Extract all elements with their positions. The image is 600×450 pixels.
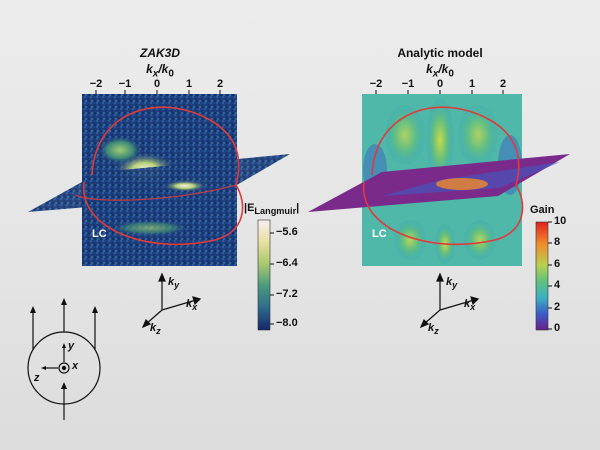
left-cb-tick-4: −8.0 xyxy=(276,317,298,329)
right-tick-2: 2 xyxy=(499,78,507,90)
left-lc-label: LC xyxy=(92,228,107,240)
right-panel-title: Analytic model xyxy=(397,46,483,60)
right-axes-triad xyxy=(419,272,480,329)
right-lc-label: LC xyxy=(372,228,387,240)
right-kz-label: kz xyxy=(428,322,439,337)
left-tick-1: 1 xyxy=(185,78,193,90)
left-colorbar xyxy=(257,219,271,331)
right-cb-tick-10: 10 xyxy=(554,215,567,227)
right-lower-lobe-3 xyxy=(464,220,496,260)
right-lower-lobe-1 xyxy=(394,220,426,260)
right-axis-label: kx/k0 xyxy=(426,62,454,80)
right-cb-tick-4: 4 xyxy=(554,279,561,291)
left-tick-m1: −1 xyxy=(118,78,132,90)
left-tick-m2: −2 xyxy=(89,78,103,90)
left-colorbar-label: |ELangmuir| xyxy=(244,202,300,217)
left-axis-label: kx/k0 xyxy=(146,62,174,80)
left-floor-hotspot xyxy=(163,180,207,192)
left-panel-graphic xyxy=(28,90,290,331)
right-lobe-right xyxy=(458,105,498,165)
right-colorbar xyxy=(535,221,549,331)
left-kx-label: kx xyxy=(186,298,198,313)
left-green-blob xyxy=(98,136,142,164)
right-tick-marks xyxy=(375,90,504,94)
left-cb-tick-3: −7.2 xyxy=(276,288,298,300)
right-panel-graphic xyxy=(308,90,570,331)
left-horizontal-plane xyxy=(28,154,290,212)
right-plane-hotspot xyxy=(436,178,488,190)
right-lobe-left xyxy=(385,105,425,165)
coordinate-diagram xyxy=(27,298,101,420)
right-cb-tick-2: 2 xyxy=(554,301,561,313)
right-tick-0: 0 xyxy=(436,78,444,90)
right-colorbar-label: Gain xyxy=(530,204,555,216)
right-cb-tick-6: 6 xyxy=(554,258,561,270)
left-vertical-plane-lower xyxy=(82,206,237,266)
right-cb-tick-8: 8 xyxy=(554,236,561,248)
left-ky-label: ky xyxy=(168,276,180,291)
left-red-curve xyxy=(91,106,240,186)
right-red-curve xyxy=(371,106,520,186)
left-red-curve-floor xyxy=(74,184,237,201)
right-lobe-center xyxy=(426,98,454,182)
right-tick-m1: −1 xyxy=(401,78,415,90)
right-tick-1: 1 xyxy=(468,78,476,90)
left-tick-2: 2 xyxy=(216,78,224,90)
left-kz-label: kz xyxy=(150,322,161,337)
coord-y-label: y xyxy=(68,340,75,352)
left-axes-triad xyxy=(141,272,202,329)
left-tick-marks xyxy=(95,90,221,94)
left-lower-blob xyxy=(110,220,190,236)
right-kx-label: kx xyxy=(464,298,476,313)
left-tick-0: 0 xyxy=(153,78,161,90)
right-tick-m2: −2 xyxy=(369,78,383,90)
left-cb-tick-1: −5.6 xyxy=(276,226,298,238)
coord-x-label: x xyxy=(72,360,79,372)
right-red-curve-lower xyxy=(363,181,524,246)
left-red-curve-lower xyxy=(83,181,244,246)
coord-z-label: z xyxy=(34,372,40,384)
right-ky-label: ky xyxy=(446,276,458,291)
left-cb-tick-2: −6.4 xyxy=(276,257,298,269)
right-cb-tick-0: 0 xyxy=(554,322,561,334)
left-panel-title: ZAK3D xyxy=(139,46,180,60)
